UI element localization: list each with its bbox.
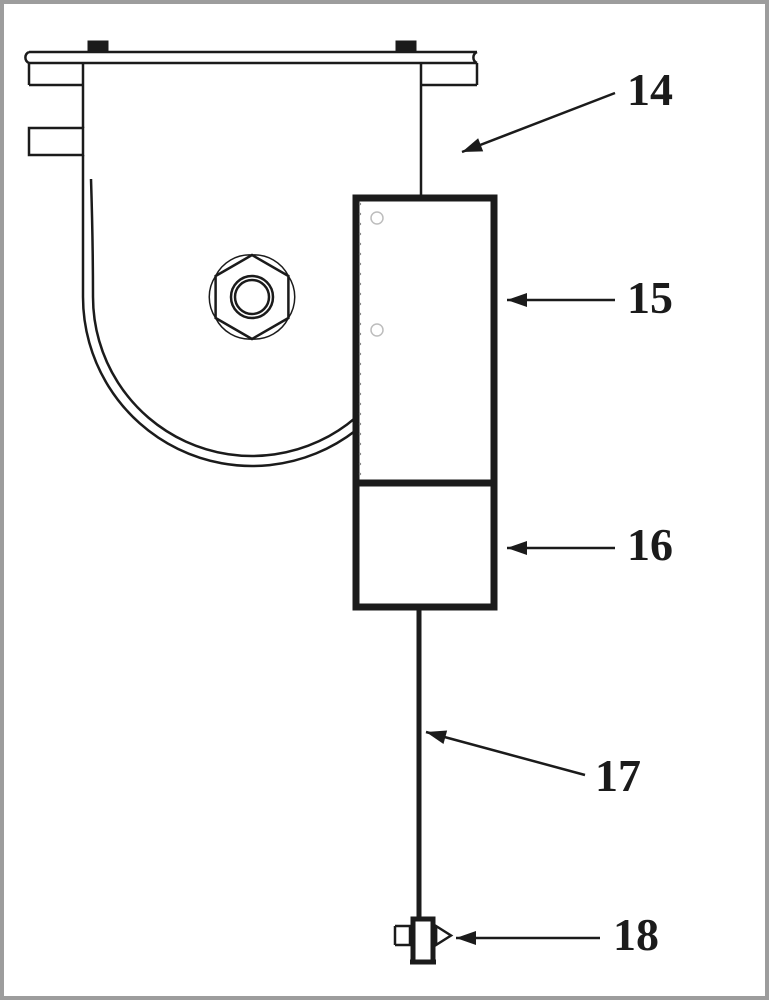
label-15: 15	[507, 272, 673, 323]
flange-bolt	[88, 41, 108, 52]
pivot-circle-inner	[235, 280, 269, 314]
label-14: 14	[462, 64, 673, 152]
label-16: 16	[507, 519, 673, 570]
label-16-text: 16	[627, 519, 673, 570]
part-18-foot	[395, 919, 451, 962]
label-15-text: 15	[627, 272, 673, 323]
label-14-text: 14	[627, 64, 673, 115]
label-17-text: 17	[595, 750, 641, 801]
part-15-block	[356, 198, 494, 483]
label-18-text: 18	[613, 909, 659, 960]
label-18: 18	[456, 909, 659, 960]
flange-bolt	[396, 41, 416, 52]
figure-canvas: 14 15 16 17 18	[0, 0, 769, 1000]
label-17: 17	[426, 730, 641, 801]
part-16-block	[356, 483, 494, 607]
